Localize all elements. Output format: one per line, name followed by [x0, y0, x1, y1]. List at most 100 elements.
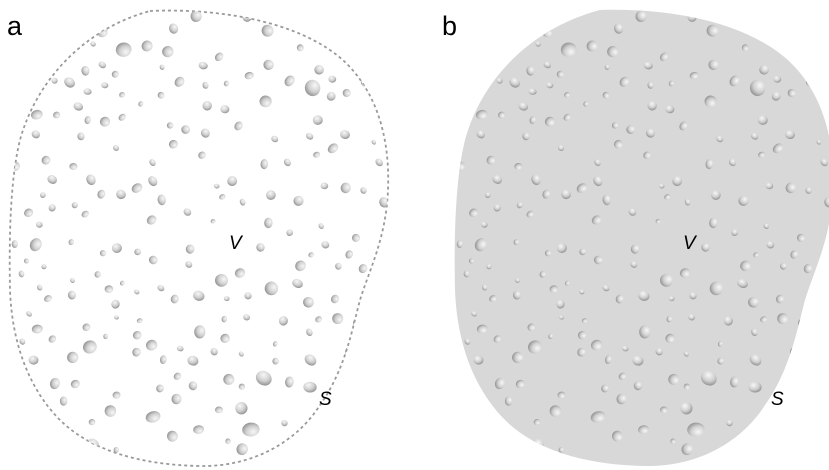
panel-a-particle — [215, 273, 228, 287]
panel-a-particle — [84, 116, 91, 125]
panel-a-particle — [101, 82, 109, 89]
panel-b-particle — [708, 59, 719, 71]
panel-b-particle — [749, 79, 766, 97]
panel-b-particle — [787, 89, 796, 97]
panel-a-particle — [260, 159, 269, 170]
panel-a-particle — [58, 439, 63, 445]
panel-a-particle — [21, 84, 32, 93]
panel-b-particle — [705, 159, 714, 170]
panel-a-particle — [342, 89, 351, 97]
panel-b-particle — [824, 332, 829, 342]
panel-a-particle — [355, 460, 365, 467]
panel-b-particle — [486, 264, 492, 270]
panel-b-particle — [795, 369, 805, 380]
panel-b-particle — [602, 284, 610, 292]
panel-a-particle — [263, 59, 274, 71]
panel-a-particle — [321, 241, 330, 249]
panel-b-particle — [456, 240, 463, 249]
panel-b-particle — [819, 456, 829, 467]
panel-a-particle — [214, 52, 224, 62]
panel-a-particle — [23, 258, 30, 264]
panel-a-particle — [318, 223, 324, 229]
panel-b-particle — [825, 252, 829, 261]
panel-a-particle — [41, 264, 47, 270]
panel-b-particle — [593, 255, 603, 265]
panel-a-particle — [157, 91, 165, 99]
panel-a-particle — [37, 284, 43, 291]
panel-a-particle — [17, 385, 32, 400]
panel-b-particle — [493, 204, 501, 212]
panel-b-particle — [680, 402, 693, 415]
panel-b-particle — [683, 383, 691, 390]
panel-b: b V S — [442, 9, 829, 467]
panel-b-particle — [628, 208, 637, 216]
panel-a-particle — [337, 17, 348, 27]
panel-a-particle — [305, 132, 314, 140]
panel-b-particle — [655, 219, 661, 224]
panel-a-particle — [315, 316, 323, 323]
panel-b-particle — [785, 182, 796, 194]
panel-a-particle — [11, 67, 18, 73]
panel-a-particle — [94, 271, 101, 278]
panel-a-particle — [47, 175, 57, 184]
panel-b-particle — [701, 243, 710, 252]
panel-a-particle — [244, 71, 254, 80]
panel-a-particle — [86, 174, 96, 186]
panel-b-particle — [456, 67, 463, 73]
panel-b-particle — [647, 81, 654, 89]
panel-a-particle — [295, 260, 306, 272]
panel-a-particle — [71, 202, 78, 209]
panel-b-particle — [563, 113, 571, 121]
panel-b-particle — [645, 128, 655, 138]
panel-a-particle — [227, 176, 238, 187]
panel-a-particle — [48, 335, 57, 343]
panel-a-particle — [190, 10, 202, 22]
panel-b-particle — [593, 176, 603, 187]
panel-a-particle — [223, 80, 229, 87]
panel-a-particle — [261, 24, 274, 37]
panel-b-particle — [718, 340, 723, 347]
panel-b-particle — [729, 75, 740, 87]
panel-a-particle — [82, 323, 91, 332]
panel-a-particle — [304, 354, 317, 366]
panel-b-particle — [594, 159, 601, 167]
panel-a-particle — [380, 252, 389, 261]
panel-a-particle — [98, 61, 106, 69]
panel-b-particle — [643, 61, 653, 70]
panel-a-particle — [159, 355, 167, 364]
panel-a-particle — [234, 268, 246, 278]
panel-b-particle — [665, 333, 675, 344]
panel-a-particle — [202, 101, 212, 111]
panel-a-particle — [308, 252, 314, 258]
panel-a-particle — [286, 229, 294, 237]
panel-a-particle — [185, 244, 195, 254]
panel-b-particle — [604, 355, 612, 364]
panel-a-particle — [358, 264, 368, 274]
panel-b-particle — [728, 158, 736, 167]
panel-a-particle — [371, 139, 377, 145]
panel-b-particle — [811, 40, 817, 46]
panel-a-particle — [210, 348, 218, 356]
panel-b-particle — [556, 299, 565, 309]
panel-a-particle — [148, 255, 158, 265]
panel-b-particle — [604, 64, 610, 70]
panel-a-particle — [312, 115, 323, 125]
panel-a-particle — [81, 210, 89, 218]
panel-a-particle — [185, 261, 193, 268]
panel-a-particle — [141, 40, 153, 52]
panel-a-particle — [242, 422, 260, 437]
panel-a-particle — [169, 23, 179, 34]
panel-a-particle — [340, 130, 350, 140]
panel-b-particle — [760, 421, 771, 432]
panel-b-particle — [471, 311, 478, 317]
panel-b-particle — [668, 80, 674, 87]
panel-a-particle — [365, 364, 373, 372]
panel-b-particle — [659, 52, 669, 62]
panel-b-particle — [579, 248, 587, 256]
panel-a-particle — [11, 240, 18, 249]
panel-b-particle — [759, 65, 769, 75]
panel-a-particle — [64, 77, 75, 88]
panel-a-particle — [328, 75, 337, 83]
panel-a-particle — [45, 10, 54, 16]
panel-b-particle — [469, 208, 479, 218]
